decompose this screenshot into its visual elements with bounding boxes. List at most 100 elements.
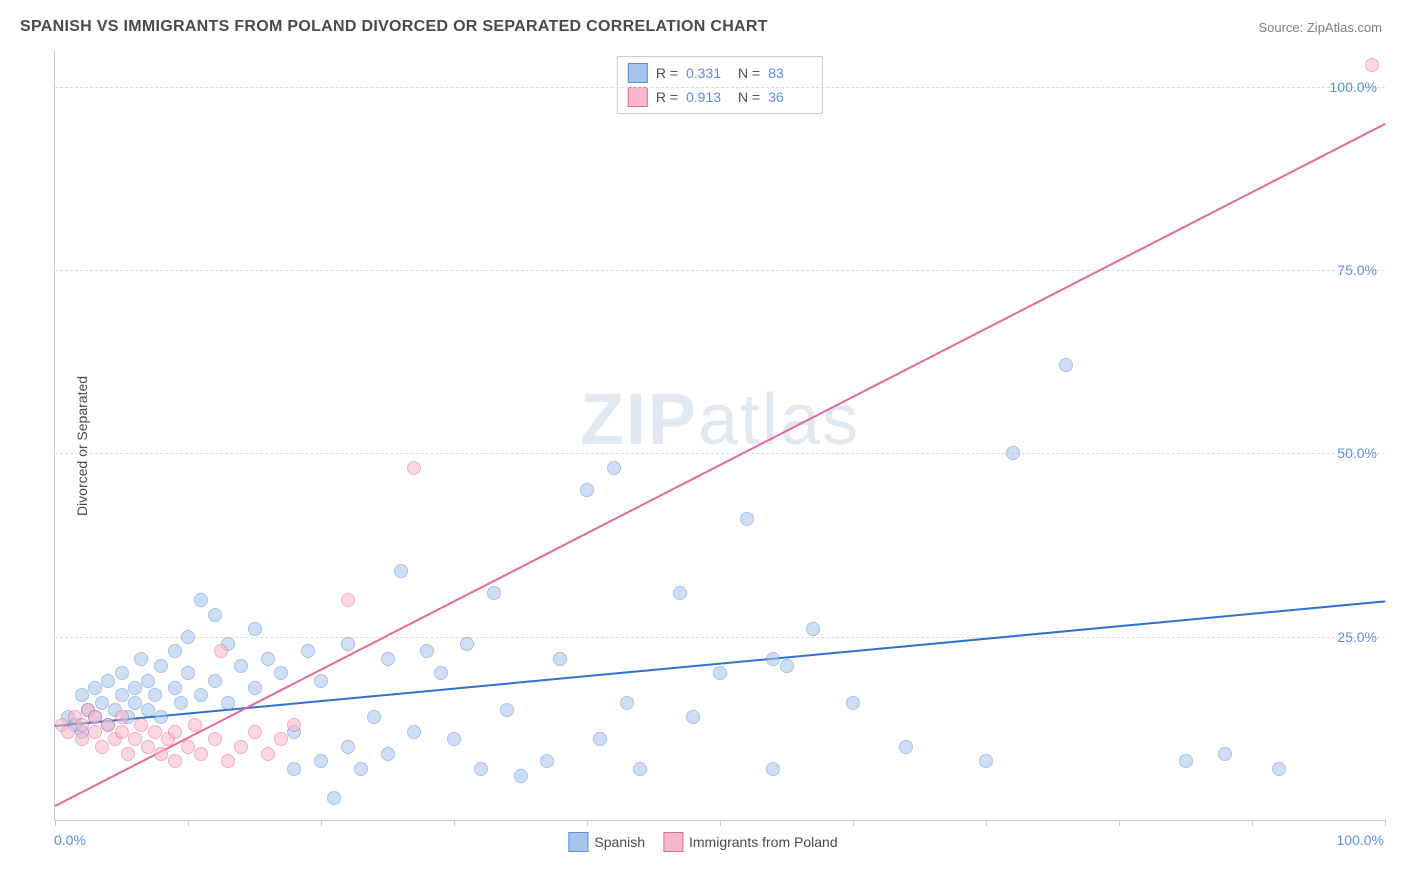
data-point (134, 652, 148, 666)
legend-item-2: Immigrants from Poland (663, 832, 838, 852)
gridline-h (55, 270, 1385, 271)
data-point (673, 586, 687, 600)
stats-legend: R = 0.331 N = 83 R = 0.913 N = 36 (617, 56, 823, 114)
data-point (75, 718, 89, 732)
stats-row-2: R = 0.913 N = 36 (628, 85, 812, 109)
data-point (208, 674, 222, 688)
data-point (154, 659, 168, 673)
gridline-h (55, 637, 1385, 638)
data-point (168, 725, 182, 739)
data-point (780, 659, 794, 673)
data-point (141, 740, 155, 754)
r-label: R = (656, 65, 678, 81)
data-point (181, 666, 195, 680)
y-tick-label: 100.0% (1330, 79, 1377, 95)
data-point (115, 666, 129, 680)
data-point (593, 732, 607, 746)
data-point (115, 688, 129, 702)
swatch-series-1 (628, 63, 648, 83)
data-point (1006, 446, 1020, 460)
y-tick-label: 75.0% (1337, 262, 1377, 278)
data-point (1365, 58, 1379, 72)
data-point (580, 483, 594, 497)
n-label: N = (738, 89, 760, 105)
stats-row-1: R = 0.331 N = 83 (628, 61, 812, 85)
bottom-legend: Spanish Immigrants from Poland (568, 832, 837, 852)
data-point (261, 747, 275, 761)
r-value-2: 0.913 (686, 89, 730, 105)
data-point (713, 666, 727, 680)
data-point (208, 608, 222, 622)
data-point (141, 674, 155, 688)
gridline-h (55, 87, 1385, 88)
data-point (134, 718, 148, 732)
data-point (806, 622, 820, 636)
data-point (95, 696, 109, 710)
data-point (314, 754, 328, 768)
data-point (121, 747, 135, 761)
data-point (261, 652, 275, 666)
data-point (487, 586, 501, 600)
trendline (55, 123, 1386, 807)
data-point (61, 725, 75, 739)
data-point (447, 732, 461, 746)
data-point (128, 732, 142, 746)
data-point (128, 696, 142, 710)
data-point (88, 710, 102, 724)
data-point (181, 740, 195, 754)
data-point (168, 681, 182, 695)
data-point (341, 637, 355, 651)
data-point (287, 718, 301, 732)
legend-item-1: Spanish (568, 832, 645, 852)
data-point (234, 740, 248, 754)
data-point (194, 747, 208, 761)
data-point (194, 688, 208, 702)
swatch-series-2 (663, 832, 683, 852)
swatch-series-2 (628, 87, 648, 107)
data-point (221, 696, 235, 710)
data-point (128, 681, 142, 695)
data-point (740, 512, 754, 526)
data-point (194, 593, 208, 607)
data-point (381, 747, 395, 761)
legend-label-1: Spanish (594, 834, 645, 850)
source-attribution: Source: ZipAtlas.com (1258, 20, 1382, 35)
data-point (899, 740, 913, 754)
data-point (188, 718, 202, 732)
x-tick-mark (55, 820, 56, 826)
data-point (540, 754, 554, 768)
legend-label-2: Immigrants from Poland (689, 834, 838, 850)
data-point (341, 593, 355, 607)
data-point (88, 681, 102, 695)
data-point (979, 754, 993, 768)
data-point (633, 762, 647, 776)
data-point (686, 710, 700, 724)
data-point (607, 461, 621, 475)
data-point (101, 718, 115, 732)
x-tick-mark (454, 820, 455, 826)
data-point (148, 688, 162, 702)
data-point (168, 754, 182, 768)
data-point (354, 762, 368, 776)
data-point (248, 725, 262, 739)
data-point (500, 703, 514, 717)
data-point (101, 674, 115, 688)
data-point (327, 791, 341, 805)
data-point (214, 644, 228, 658)
data-point (88, 725, 102, 739)
data-point (75, 732, 89, 746)
data-point (274, 732, 288, 746)
data-point (846, 696, 860, 710)
data-point (154, 747, 168, 761)
n-value-2: 36 (768, 89, 812, 105)
data-point (407, 461, 421, 475)
y-tick-label: 25.0% (1337, 629, 1377, 645)
swatch-series-1 (568, 832, 588, 852)
data-point (141, 703, 155, 717)
data-point (553, 652, 567, 666)
data-point (221, 754, 235, 768)
data-point (248, 622, 262, 636)
data-point (314, 674, 328, 688)
data-point (148, 725, 162, 739)
data-point (341, 740, 355, 754)
